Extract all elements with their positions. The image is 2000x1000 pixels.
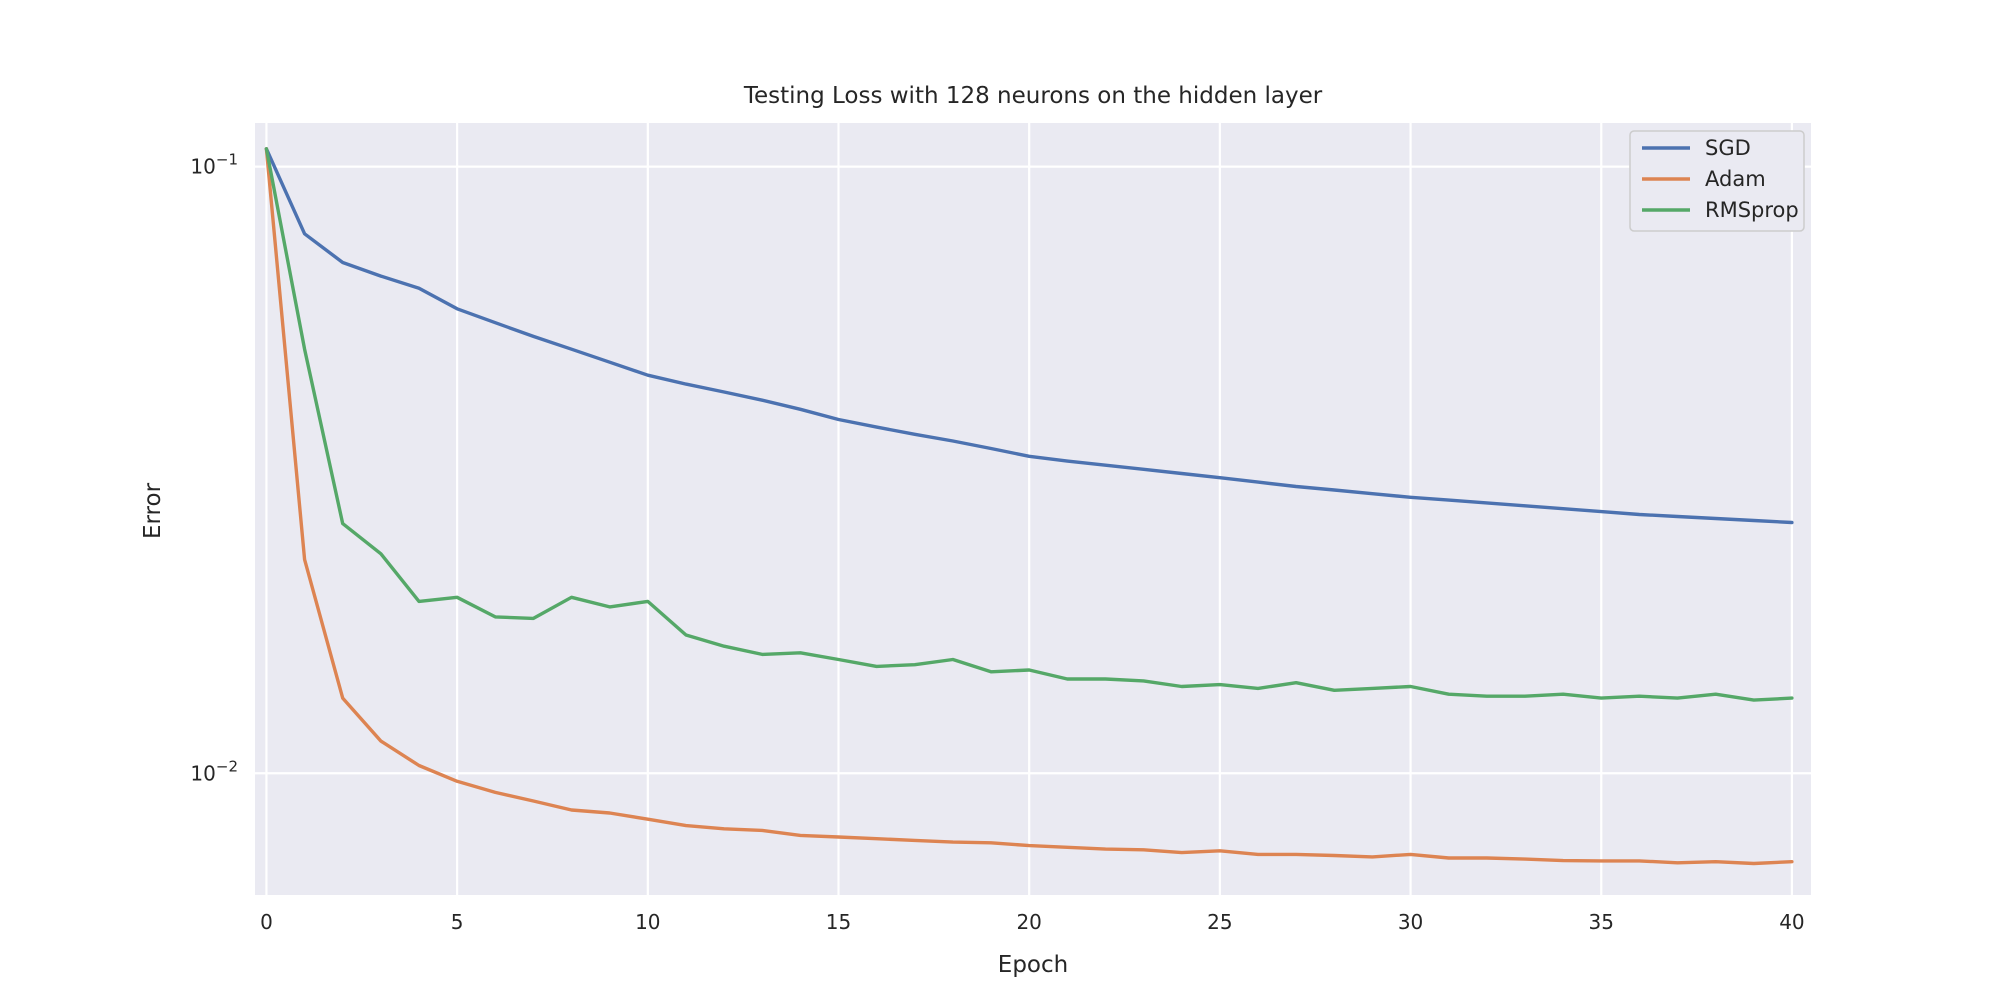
legend-label-rmsprop: RMSprop bbox=[1705, 198, 1799, 222]
series-line-sgd bbox=[264, 147, 1794, 525]
y-axis-label: Error bbox=[140, 482, 166, 539]
series-line-adam bbox=[264, 147, 1794, 866]
grid bbox=[255, 123, 1811, 895]
legend-label-adam: Adam bbox=[1705, 167, 1766, 191]
x-axis-label: Epoch bbox=[998, 952, 1068, 978]
x-tick-label: 15 bbox=[826, 910, 851, 934]
y-tick-label: 10−2 bbox=[190, 757, 238, 785]
x-tick-label: 25 bbox=[1207, 910, 1232, 934]
legend-label-sgd: SGD bbox=[1705, 136, 1751, 160]
x-tick-label: 40 bbox=[1779, 910, 1804, 934]
x-tick-label: 5 bbox=[451, 910, 464, 934]
x-tick-label: 0 bbox=[260, 910, 273, 934]
series-line-rmsprop bbox=[264, 147, 1794, 702]
x-tick-label: 30 bbox=[1398, 910, 1423, 934]
y-tick-label: 10−1 bbox=[190, 151, 238, 179]
series-lines bbox=[264, 147, 1794, 866]
tick-labels: 0 5 10 15 20 25 30 35 40 10−1 10−2 bbox=[190, 151, 1804, 934]
chart-title: Testing Loss with 128 neurons on the hid… bbox=[743, 83, 1323, 109]
legend-box bbox=[1629, 130, 1805, 232]
x-tick-label: 20 bbox=[1016, 910, 1041, 934]
x-tick-label: 35 bbox=[1589, 910, 1614, 934]
legend: SGD Adam RMSprop bbox=[1629, 130, 1805, 232]
x-tick-label: 10 bbox=[635, 910, 660, 934]
